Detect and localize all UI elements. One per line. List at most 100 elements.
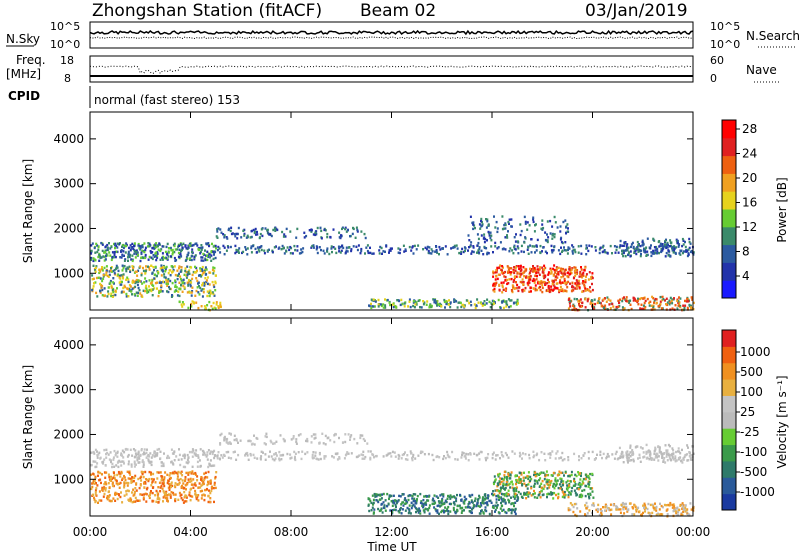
velocity-cell — [479, 502, 482, 505]
power-cell — [581, 290, 584, 293]
power-cell — [644, 305, 647, 309]
velocity-cell — [639, 446, 642, 449]
power-cell — [169, 279, 172, 283]
power-cell — [637, 243, 640, 247]
power-cell — [191, 248, 194, 251]
velocity-cell — [167, 500, 169, 503]
power-cell — [541, 281, 544, 284]
power-cell — [656, 252, 658, 255]
power-cell — [286, 246, 289, 249]
power-cell — [213, 244, 216, 248]
power-cell — [477, 237, 480, 241]
velocity-cell — [338, 456, 341, 459]
power-cell — [187, 244, 190, 247]
power-cell — [430, 248, 433, 251]
velocity-cell — [144, 492, 147, 495]
power-cell — [544, 275, 547, 279]
power-cell — [417, 244, 420, 247]
velocity-cell — [159, 457, 162, 460]
power-cell — [119, 277, 122, 280]
power-cell — [138, 279, 141, 283]
velocity-cell — [94, 493, 97, 496]
velocity-cell — [447, 505, 450, 509]
velocity-cell — [496, 504, 499, 507]
power-cell — [520, 272, 523, 276]
power-cell — [691, 249, 693, 253]
velocity-cell — [165, 490, 168, 494]
velocity-cell — [279, 454, 282, 457]
velocity-cell — [185, 488, 187, 491]
velocity-cell — [136, 459, 139, 462]
velocity-cell — [166, 456, 168, 460]
power-cell — [298, 252, 301, 255]
power-cell — [170, 295, 173, 298]
power-cell — [435, 300, 438, 303]
velocity-cell — [495, 501, 498, 504]
power-cell — [372, 252, 375, 255]
power-cell — [574, 271, 577, 274]
velocity-cell — [237, 453, 240, 457]
power-cell — [516, 283, 519, 287]
velocity-cell — [530, 485, 533, 489]
velocity-cell — [500, 497, 503, 501]
power-cell — [651, 295, 654, 299]
velocity-cell — [510, 496, 512, 499]
power-cell — [110, 245, 113, 249]
velocity-cell — [191, 465, 194, 468]
velocity-cell — [120, 452, 123, 455]
velocity-cell — [159, 486, 162, 489]
power-cell — [145, 280, 148, 283]
velocity-cell — [497, 494, 499, 497]
velocity-cell — [306, 440, 309, 443]
velocity-cell — [616, 506, 619, 510]
power-cell — [206, 304, 209, 307]
velocity-cell — [533, 496, 536, 499]
velocity-cell — [423, 502, 426, 505]
velocity-cell — [191, 455, 194, 458]
velocity-colorbar-tick-label: 1000 — [740, 345, 771, 359]
velocity-cell — [199, 486, 202, 489]
velocity-cell — [442, 495, 445, 498]
velocity-cell — [666, 459, 669, 462]
velocity-cell — [133, 456, 136, 459]
power-cell — [687, 300, 690, 303]
power-cell — [201, 288, 204, 291]
velocity-cell — [446, 450, 449, 454]
velocity-cell — [480, 450, 483, 454]
velocity-cell — [164, 471, 167, 474]
power-cell — [90, 244, 93, 247]
velocity-cell — [310, 441, 313, 444]
power-cell — [574, 266, 577, 269]
velocity-cell — [632, 507, 635, 510]
power-cell — [532, 265, 534, 268]
power-cell — [619, 298, 621, 301]
velocity-cell — [477, 497, 480, 501]
velocity-cell — [582, 482, 585, 485]
velocity-cell — [561, 490, 564, 493]
velocity-cell — [476, 502, 479, 506]
velocity-cell — [632, 460, 635, 463]
velocity-cell — [155, 500, 158, 503]
velocity-cell — [477, 504, 480, 508]
velocity-cell — [145, 493, 148, 496]
velocity-cell — [436, 504, 439, 508]
power-cell — [289, 245, 292, 249]
power-cell — [281, 230, 284, 234]
velocity-cell — [674, 455, 677, 458]
velocity-cell — [585, 475, 588, 479]
velocity-cell — [188, 493, 191, 497]
power-cell — [194, 254, 197, 257]
velocity-cell — [509, 508, 512, 511]
velocity-cell — [191, 450, 194, 454]
power-cell — [496, 277, 499, 281]
velocity-cell — [442, 509, 445, 512]
velocity-cell — [448, 495, 451, 498]
velocity-cell — [290, 456, 293, 459]
power-cell — [135, 270, 138, 273]
velocity-cell — [441, 509, 444, 513]
velocity-cell — [504, 451, 507, 455]
velocity-cell — [481, 499, 484, 503]
velocity-cell — [125, 447, 128, 451]
power-cell — [618, 246, 621, 249]
velocity-cell — [297, 451, 300, 454]
